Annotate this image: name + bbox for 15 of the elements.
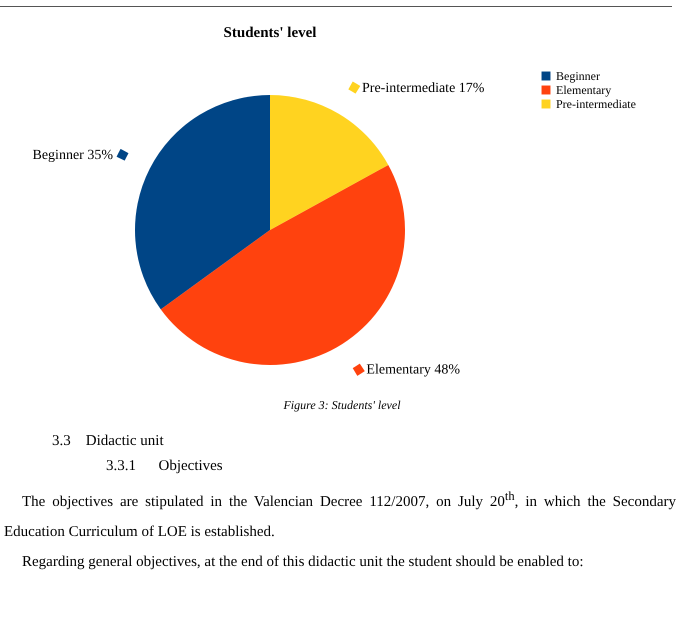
category-label: Pre-intermediate 17% — [362, 80, 484, 96]
caption: Figure 3: Students' level — [282, 398, 402, 413]
text: 3.3.1 Objectives — [106, 458, 224, 475]
text: The objectives are stipulated in the Valencian Decree 112/2007, on July 20$^{th}$, in which the Secondary Education Curriculum of LOE is established. — [4, 489, 676, 540]
legend-label: Pre-intermediate — [556, 97, 636, 111]
text: Regarding general objectives, at the end of this didactic unit the student should be enabled to: — [21, 553, 585, 572]
text: 3.3 Didactic unit — [52, 433, 165, 450]
category-label: Beginner 35% — [32, 148, 113, 164]
pie-slice — [135, 95, 270, 310]
chart-title: Students' level — [224, 25, 316, 41]
category-label: Elementary 48% — [366, 362, 460, 378]
legend-label: Beginner — [556, 69, 600, 83]
legend-label: Elementary — [556, 83, 612, 97]
pie-slice — [270, 95, 388, 230]
pie-slice — [160, 164, 405, 365]
